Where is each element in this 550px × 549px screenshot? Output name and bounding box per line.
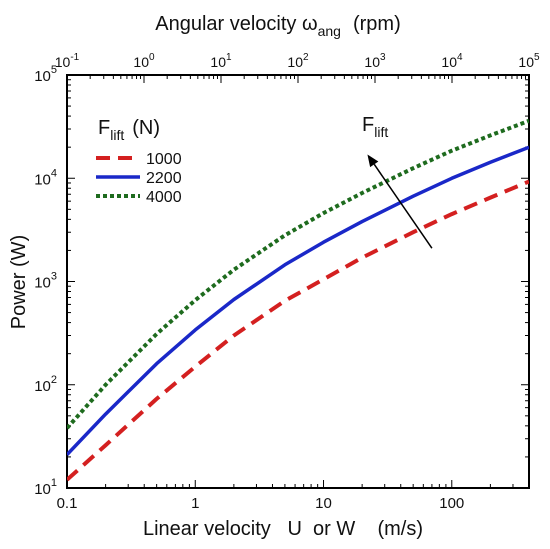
flift-arrowhead [367, 154, 379, 168]
x-tick-label: 0.1 [57, 495, 78, 512]
top-tick-label: 105 [518, 52, 540, 70]
legend-label-2200: 2200 [146, 170, 182, 187]
top-tick-label: 100 [133, 52, 155, 70]
top-axis-title-unit: (rpm) [353, 13, 401, 35]
legend-title-unit: (N) [132, 117, 160, 139]
top-tick-label: 102 [287, 52, 309, 70]
top-tick-label: 101 [210, 52, 232, 70]
flift-arrow-label-main: F [362, 114, 374, 136]
x-tick-label: 100 [439, 495, 464, 512]
top-tick-label: 10-1 [55, 52, 80, 70]
y-tick-label: 102 [34, 374, 57, 395]
y-axis-title: Power (W) [8, 235, 30, 329]
top-axis-title-main: Angular velocity ω [155, 13, 317, 35]
y-tick-label: 101 [34, 477, 57, 498]
legend-title-subscript: lift [110, 127, 124, 143]
series-line-2200 [67, 145, 529, 456]
flift-arrow [373, 163, 433, 249]
series-line-1000 [67, 179, 529, 482]
legend-label-1000: 1000 [146, 151, 182, 168]
flift-annotation: Flift [362, 114, 433, 249]
series-layer [67, 118, 529, 482]
top-tick-label: 104 [441, 52, 463, 70]
y-tick-label: 103 [34, 271, 57, 292]
series-line-4000 [67, 118, 529, 430]
x-tick-label: 1 [191, 495, 199, 512]
flift-arrow-label-subscript: lift [374, 124, 388, 140]
top-axis-title-subscript: ang [318, 23, 341, 39]
legend-title: Flift (N) [98, 117, 160, 143]
y-tick-label: 104 [34, 167, 57, 188]
legend: Flift (N) 1000 2200 4000 [96, 117, 182, 206]
x-axis-title: Linear velocity U or W (m/s) [143, 518, 423, 540]
legend-title-main: F [98, 117, 110, 139]
top-tick-label: 103 [364, 52, 386, 70]
y-tick-label: 105 [34, 64, 57, 85]
flift-arrow-label: Flift [362, 114, 388, 140]
top-axis-title: Angular velocity ωang (rpm) [155, 13, 400, 39]
x-tick-label: 10 [315, 495, 332, 512]
axis-ticks: 0.1 1 10 100 10-1 100 101 102 103 104 105 101 102 103… [34, 52, 540, 512]
legend-label-4000: 4000 [146, 189, 182, 206]
